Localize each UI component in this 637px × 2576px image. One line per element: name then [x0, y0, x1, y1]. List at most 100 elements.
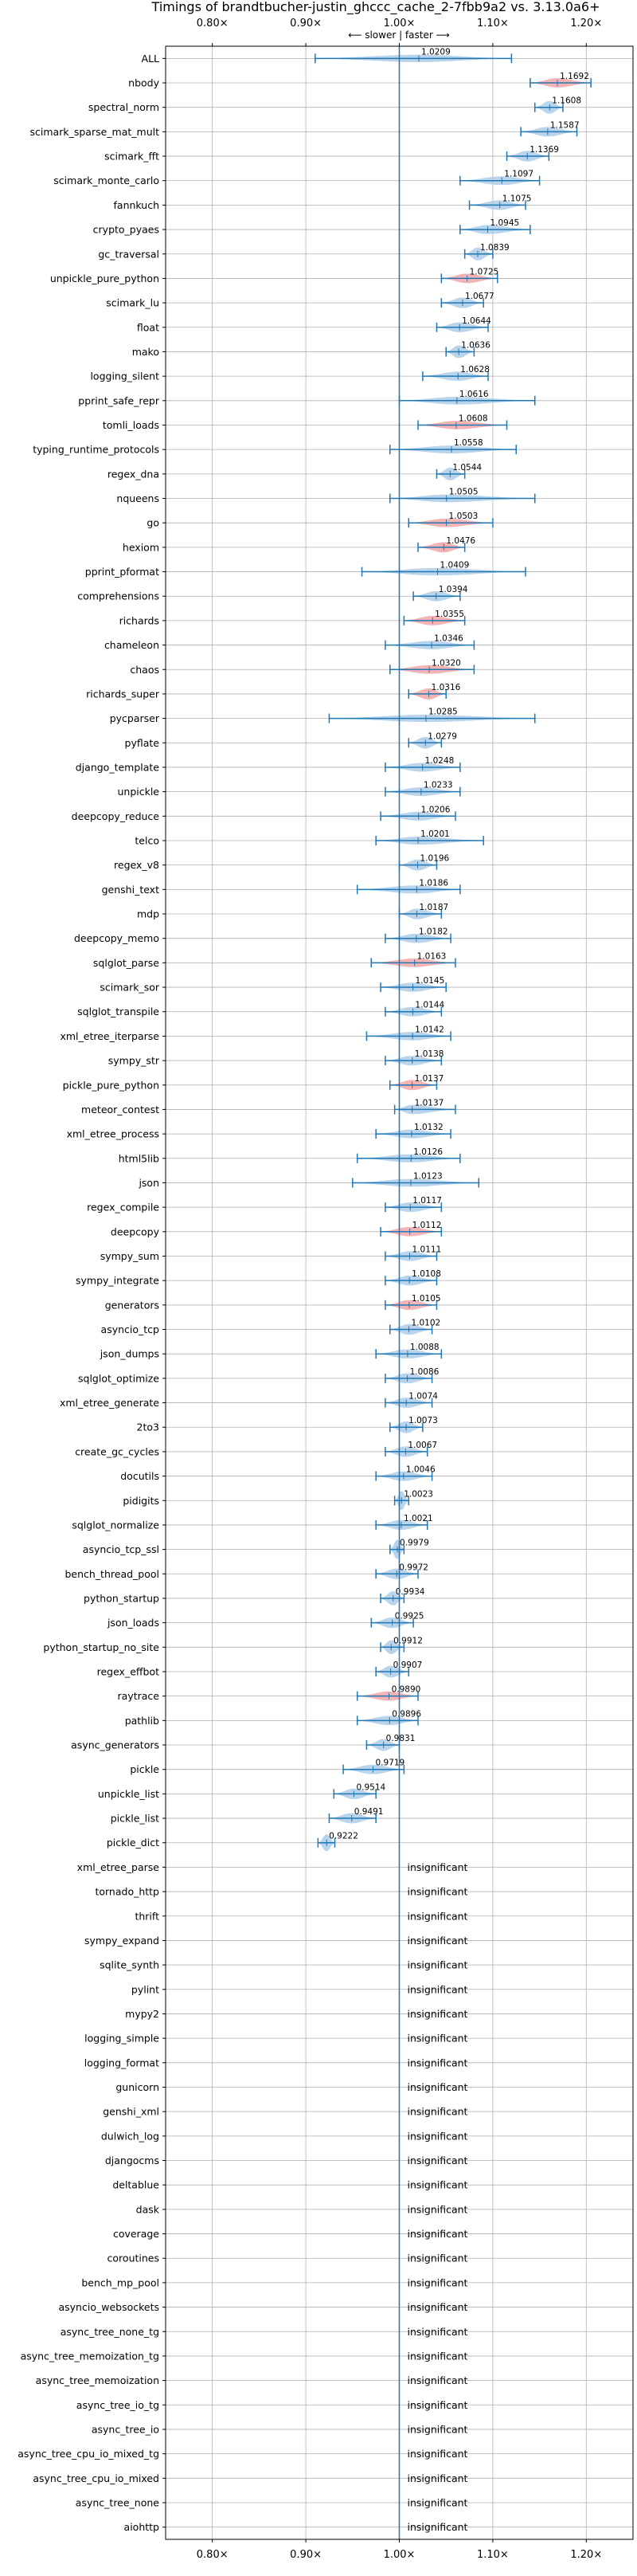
- value-label: 1.0636: [461, 340, 490, 350]
- x-tick-label-bottom: 0.80×: [197, 2549, 229, 2561]
- benchmark-label: sympy_expand: [84, 1935, 159, 1947]
- benchmark-label: scimark_sor: [100, 982, 159, 994]
- insignificant-label: insignificant: [408, 2253, 468, 2264]
- insignificant-label: insignificant: [408, 2008, 468, 2020]
- value-label: 0.9491: [354, 1807, 384, 1817]
- benchmark-label: dulwich_log: [101, 2130, 159, 2142]
- value-label: 1.0505: [449, 488, 479, 497]
- benchmark-label: deepcopy_reduce: [72, 810, 160, 822]
- benchmark-label: crypto_pyaes: [93, 224, 159, 236]
- benchmark-label: pickle_list: [111, 1813, 159, 1825]
- violin-layer: [315, 53, 592, 1852]
- x-tick-label-bottom: 0.90×: [290, 2549, 322, 2561]
- benchmark-label: python_startup: [84, 1592, 159, 1604]
- x-tick-label-top: 0.90×: [290, 18, 322, 29]
- benchmark-label: sqlglot_normalize: [72, 1519, 159, 1531]
- benchmark-label: json: [138, 1177, 159, 1189]
- benchmark-label: hexiom: [123, 541, 159, 553]
- benchmark-label: async_tree_io: [92, 2423, 159, 2435]
- value-label: 1.0126: [413, 1147, 443, 1157]
- value-label: 1.0138: [415, 1049, 444, 1059]
- benchmark-label: mypy2: [125, 2008, 159, 2020]
- value-label: 1.1369: [530, 145, 559, 155]
- value-label: 1.0233: [424, 781, 453, 790]
- value-label: 1.1587: [550, 120, 580, 130]
- insignificant-label: insignificant: [408, 2179, 468, 2191]
- value-label: 1.0558: [454, 438, 483, 448]
- insignificant-label: insignificant: [408, 1959, 468, 1971]
- benchmark-label: meteor_contest: [81, 1104, 159, 1115]
- benchmark-label: coroutines: [107, 2253, 159, 2264]
- benchmark-label: nqueens: [116, 492, 159, 504]
- value-label: 1.0144: [415, 1001, 444, 1010]
- benchmark-label: regex_dna: [107, 468, 159, 480]
- insignificant-label: insignificant: [408, 2203, 468, 2215]
- benchmark-label: raytrace: [118, 1690, 160, 1702]
- insignificant-label: insignificant: [408, 2374, 468, 2386]
- benchmark-label: xml_etree_parse: [77, 1861, 160, 1873]
- value-label: 1.0644: [462, 316, 491, 326]
- benchmark-label: unpickle_pure_python: [50, 272, 159, 284]
- insignificant-label: insignificant: [408, 2350, 468, 2362]
- insignificant-label: insignificant: [408, 2496, 468, 2508]
- insignificant-label: insignificant: [408, 1886, 468, 1898]
- benchmark-label: pickle: [130, 1763, 159, 1775]
- value-label: 1.0394: [439, 585, 468, 594]
- benchmark-label: spectral_norm: [88, 101, 159, 113]
- value-label: 1.0346: [434, 634, 463, 644]
- benchmark-label: deepcopy: [111, 1225, 160, 1237]
- x-tick-label-bottom: 1.20×: [570, 2549, 602, 2561]
- benchmark-label: json_dumps: [100, 1348, 159, 1360]
- benchmark-label: unpickle_list: [98, 1788, 159, 1800]
- benchmark-label: create_gc_cycles: [75, 1445, 159, 1457]
- value-label: 1.0186: [419, 878, 448, 888]
- benchmark-label: async_tree_memoization_tg: [21, 2350, 159, 2362]
- value-label: 1.0608: [459, 414, 488, 423]
- benchmark-label: xml_etree_iterparse: [60, 1030, 159, 1042]
- benchmark-label: sqlglot_optimize: [78, 1372, 159, 1384]
- insignificant-label: insignificant: [408, 2326, 468, 2338]
- value-label: 1.0132: [414, 1123, 444, 1132]
- benchmark-label: asyncio_websockets: [58, 2301, 159, 2313]
- benchmark-label: thrift: [135, 1910, 159, 1922]
- value-label: 1.0476: [446, 536, 475, 546]
- benchmark-label: pyflate: [125, 737, 160, 749]
- benchmark-label: asyncio_tcp: [101, 1323, 160, 1335]
- value-label: 1.0196: [420, 854, 450, 864]
- value-label: 1.0248: [425, 756, 455, 766]
- benchmark-label: pickle_dict: [107, 1837, 159, 1849]
- benchmark-label: chameleon: [104, 639, 159, 651]
- benchmark-label: async_tree_memoization: [36, 2374, 159, 2386]
- insignificant-label: insignificant: [408, 2521, 468, 2533]
- benchmark-label: async_tree_none: [76, 2496, 160, 2508]
- benchmark-label: scimark_fft: [104, 151, 159, 163]
- value-label: 1.0105: [412, 1294, 441, 1304]
- insignificant-label: insignificant: [408, 1935, 468, 1947]
- benchmark-label: sqlite_synth: [100, 1959, 159, 1971]
- value-label: 1.0046: [406, 1465, 436, 1475]
- value-label: 1.0209: [421, 47, 451, 57]
- benchmark-label: sqlglot_transpile: [77, 1006, 159, 1017]
- value-label: 0.9979: [400, 1539, 429, 1548]
- benchmark-label: async_tree_io_tg: [76, 2399, 159, 2411]
- value-label: 1.0023: [404, 1489, 433, 1499]
- benchmark-label: logging_simple: [84, 2033, 159, 2045]
- value-label: 1.0206: [421, 805, 451, 814]
- x-tick-label-top: 1.20×: [570, 18, 602, 29]
- benchmark-label: django_template: [76, 761, 160, 773]
- value-label: 1.0088: [410, 1343, 440, 1352]
- benchmark-label: python_startup_no_site: [43, 1641, 159, 1653]
- value-label: 1.0142: [415, 1025, 444, 1034]
- benchmark-label: sqlglot_parse: [93, 957, 159, 969]
- insignificant-label: insignificant: [408, 2155, 468, 2166]
- insignificant-label: insignificant: [408, 1910, 468, 1922]
- x-tick-label-bottom: 1.10×: [477, 2549, 509, 2561]
- insignificant-label: insignificant: [408, 1983, 468, 1995]
- value-label: 1.1097: [504, 170, 533, 179]
- benchmark-label: logging_silent: [90, 371, 159, 382]
- insignificant-label: insignificant: [408, 2301, 468, 2313]
- direction-label: ⟵ slower | faster ⟶: [348, 29, 450, 41]
- value-label: 1.0187: [419, 903, 448, 912]
- plot-frame: [165, 45, 634, 2540]
